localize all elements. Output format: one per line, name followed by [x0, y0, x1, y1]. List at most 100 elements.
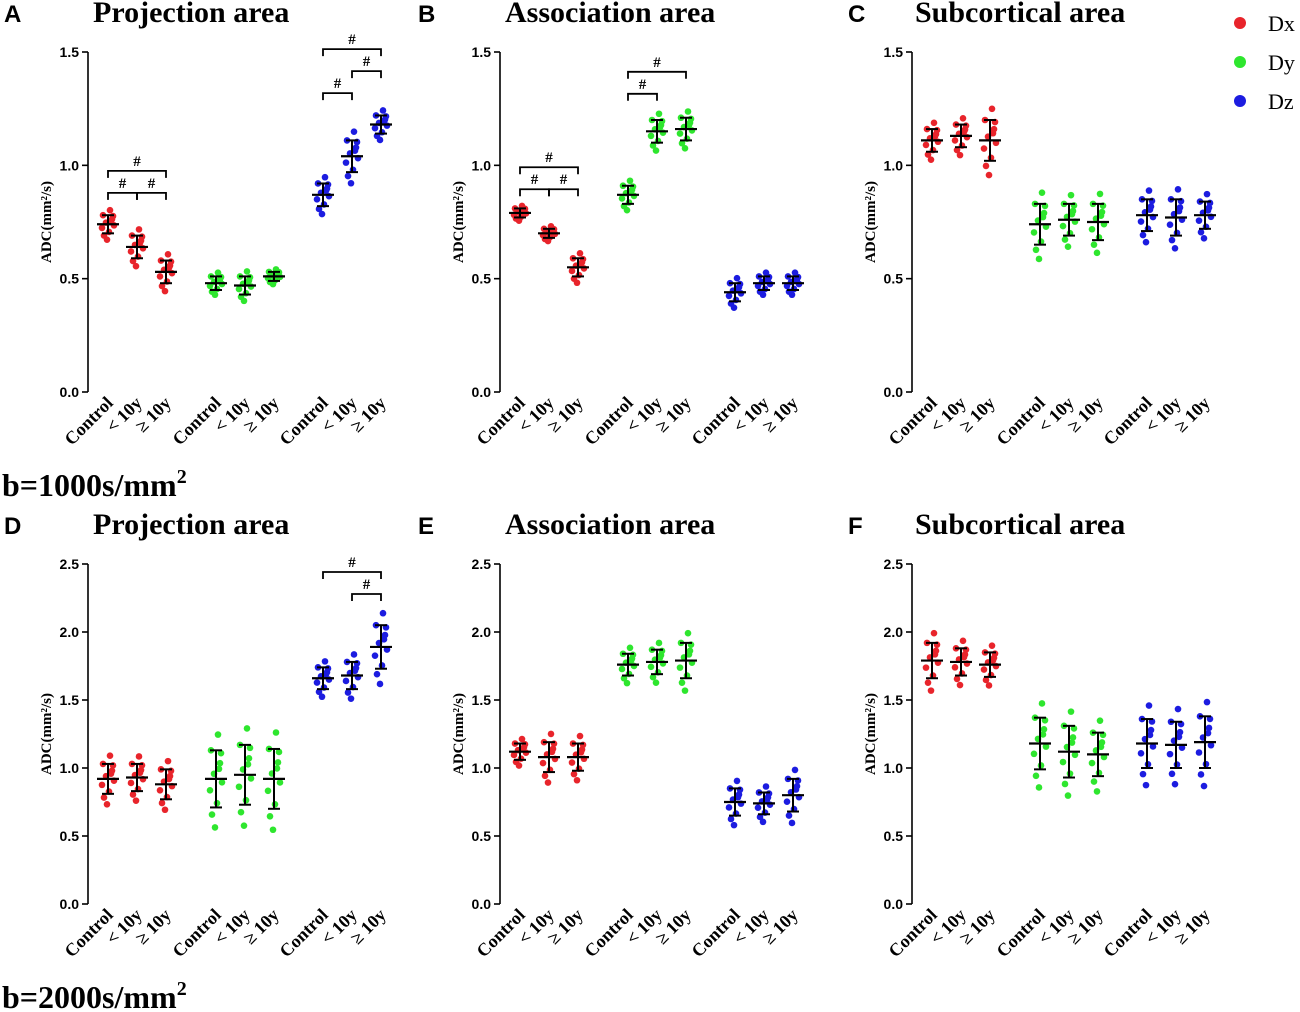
data-point — [1096, 717, 1104, 724]
data-point — [980, 145, 988, 152]
significance-line — [627, 70, 687, 79]
data-point — [989, 129, 997, 137]
data-point — [347, 695, 355, 702]
significance-line — [322, 92, 353, 101]
data-point — [1061, 780, 1069, 788]
data-point — [107, 770, 115, 777]
data-point — [684, 108, 692, 115]
data-point — [930, 119, 938, 127]
data-point — [576, 732, 584, 740]
significance-bracket: # — [548, 172, 579, 197]
y-tick-label: 0.0 — [472, 896, 492, 912]
data-point — [100, 794, 108, 801]
y-tick-label: 2.5 — [60, 556, 80, 572]
y-tick-label: 0.0 — [884, 896, 904, 912]
data-point — [129, 257, 137, 265]
panel-letter: B — [418, 1, 435, 28]
data-point — [988, 105, 996, 113]
legend-item-dx: Dx — [1234, 11, 1295, 36]
data-point — [577, 749, 585, 756]
data-point — [956, 681, 964, 689]
series-dz — [312, 609, 392, 702]
panel-f: F Subcortical area 0.0 0.5 1.0 1.5 2.0 2.5 ADC(m… — [848, 508, 1216, 961]
significance-symbol: # — [560, 172, 568, 188]
data-point — [215, 765, 223, 773]
data-point — [791, 766, 799, 774]
significance-line — [351, 70, 382, 79]
data-point — [98, 224, 106, 232]
data-point — [379, 107, 387, 114]
series-dy — [1029, 189, 1109, 263]
data-point — [1204, 207, 1212, 214]
data-point — [931, 651, 939, 658]
data-point — [322, 671, 330, 678]
data-point — [211, 824, 219, 831]
data-point — [656, 124, 664, 131]
data-point — [217, 749, 225, 757]
data-point — [235, 783, 243, 791]
data-point — [676, 130, 684, 137]
data-point — [138, 233, 146, 241]
data-point — [1030, 229, 1038, 236]
data-point — [380, 636, 388, 643]
y-tick-label: 2.0 — [884, 624, 904, 640]
y-tick-label: 1.5 — [884, 692, 904, 708]
data-point — [539, 759, 547, 767]
data-point — [1097, 212, 1105, 219]
data-point — [1197, 771, 1205, 778]
data-point — [1090, 778, 1098, 785]
data-point — [1195, 217, 1203, 224]
panel-title: Subcortical area — [915, 0, 1125, 29]
panel-title: Projection area — [93, 0, 289, 29]
data-point — [1145, 187, 1153, 194]
data-point — [931, 133, 939, 140]
significance-line — [548, 188, 579, 197]
data-point — [156, 273, 164, 280]
data-point — [1168, 236, 1176, 244]
significance-bracket: # — [322, 32, 382, 57]
series-dx — [97, 752, 177, 814]
y-tick-label: 0.5 — [60, 271, 80, 287]
data-point — [960, 653, 968, 661]
data-point — [1166, 221, 1174, 229]
data-point — [681, 145, 689, 152]
data-point — [1064, 792, 1072, 799]
data-point — [243, 268, 251, 275]
series-dy — [617, 629, 697, 694]
series-dy — [205, 725, 285, 834]
data-point — [135, 226, 143, 233]
significance-bracket: # — [627, 77, 658, 101]
data-point — [1203, 190, 1211, 198]
data-point — [1038, 700, 1046, 707]
data-point — [276, 779, 284, 786]
data-point — [273, 765, 281, 772]
significance-bracket: # — [519, 172, 550, 197]
y-tick-label: 1.0 — [472, 760, 492, 776]
data-point — [324, 181, 332, 188]
data-point — [570, 770, 578, 778]
data-point — [568, 267, 576, 275]
data-point — [373, 670, 381, 678]
data-point — [313, 679, 321, 686]
panel-letter: A — [4, 1, 21, 28]
data-point — [1195, 749, 1203, 756]
data-point — [351, 147, 359, 155]
significance-bracket: # — [627, 55, 687, 79]
data-point — [136, 769, 144, 777]
data-point — [371, 652, 379, 659]
significance-symbol: # — [148, 176, 156, 192]
data-point — [240, 822, 248, 829]
panel-title: Association area — [505, 508, 715, 541]
data-point — [1171, 244, 1179, 252]
data-point — [1204, 729, 1212, 737]
data-point — [985, 171, 993, 179]
significance-bracket: # — [322, 555, 382, 579]
data-point — [765, 790, 773, 797]
data-point — [1069, 734, 1077, 741]
data-point — [676, 664, 684, 671]
data-point — [788, 819, 796, 827]
data-point — [103, 236, 111, 243]
significance-line — [107, 169, 167, 178]
data-point — [655, 110, 663, 118]
